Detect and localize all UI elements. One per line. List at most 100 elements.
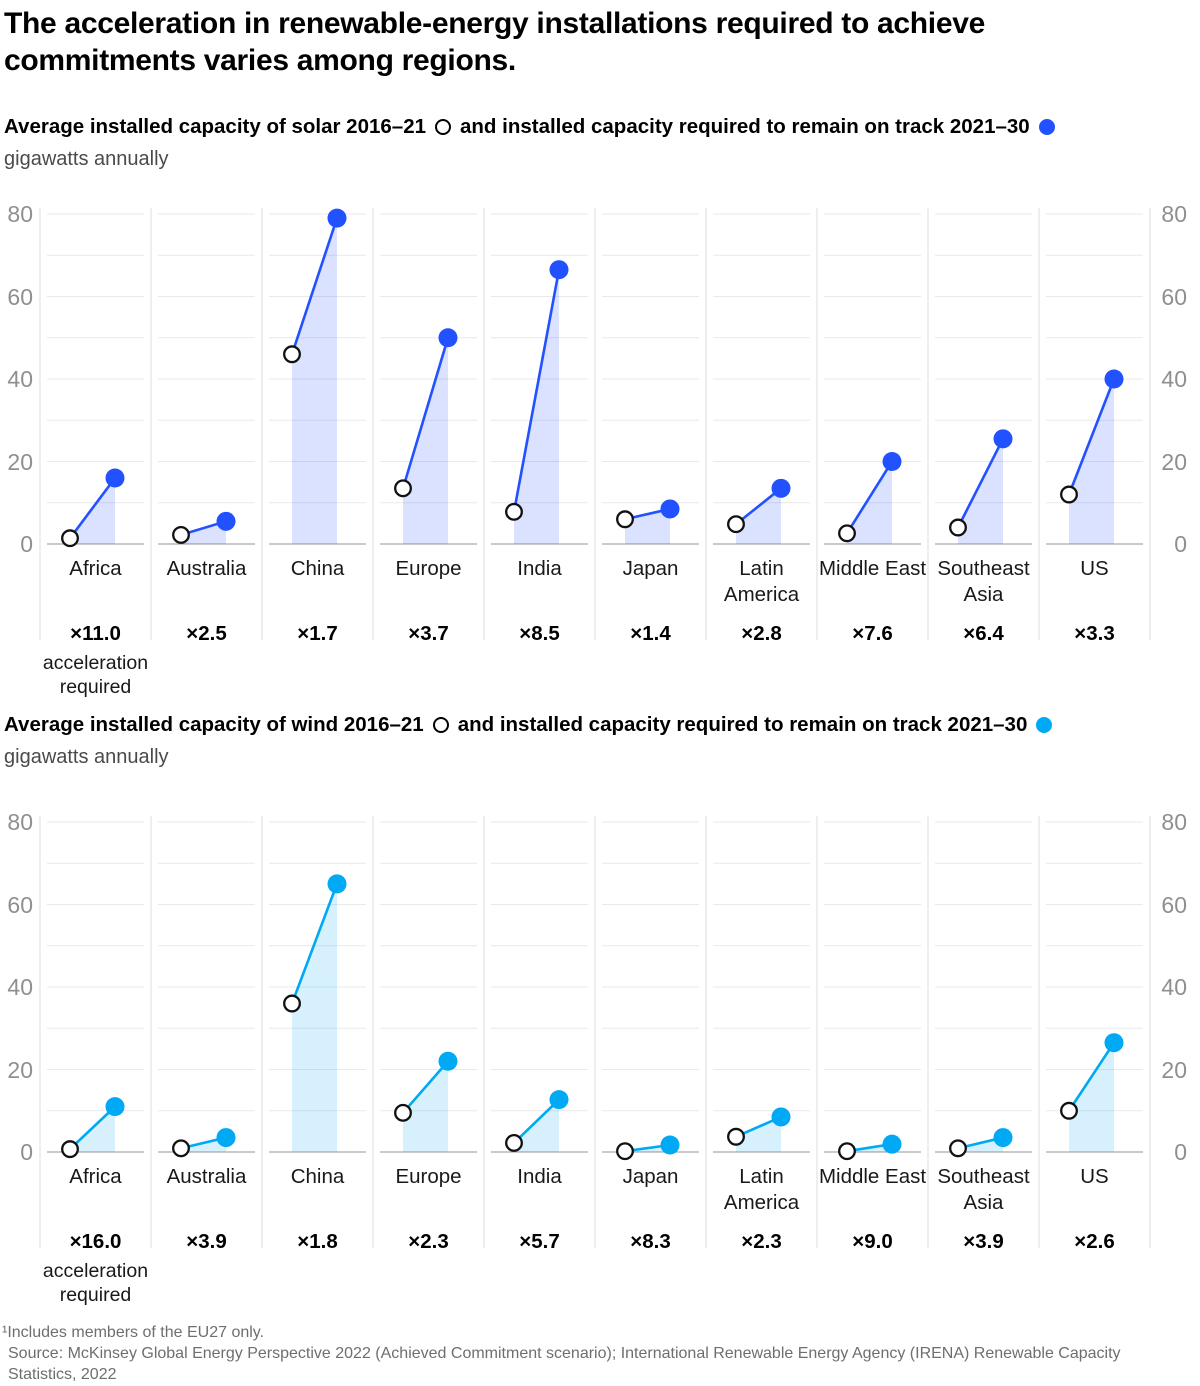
wind-area-china [292, 884, 337, 1153]
solar-area-india [514, 269, 559, 545]
acceleration-cell: ×3.3 [1039, 621, 1150, 699]
acceleration-cell: ×8.3 [595, 1229, 706, 1307]
solar-area-us [1069, 379, 1114, 545]
wind-average-dot-middle-east [838, 1142, 856, 1161]
region-label-china: China [290, 1165, 345, 1189]
wind-connector-africa [69, 1105, 116, 1151]
acceleration-value: ×8.3 [630, 1230, 671, 1254]
acceleration-cell: ×1.7 [262, 621, 373, 699]
solar-area-china [292, 218, 337, 545]
acceleration-cell: ×8.5 [484, 621, 595, 699]
acceleration-value: ×1.8 [297, 1230, 338, 1254]
solar-plot-svg [39, 208, 1151, 641]
region-label-australia: Australia [166, 557, 247, 581]
wind-required-dot-us [1104, 1033, 1124, 1053]
region-label-africa: Africa [69, 557, 122, 581]
y-axis-tick-label: 60 [1161, 891, 1187, 918]
chart-legend: Average installed capacity of solar 2016… [4, 113, 1200, 140]
unit-label: gigawatts annually [4, 746, 169, 769]
solar-connector-us [1067, 378, 1116, 496]
wind-average-dot-australia [172, 1139, 190, 1158]
solar-required-dot-australia [216, 512, 236, 531]
acceleration-value: ×3.9 [186, 1230, 227, 1254]
region-label-india: India [517, 557, 562, 581]
acceleration-value: ×7.6 [852, 622, 893, 646]
solar-required-dot-southeast-asia [993, 429, 1013, 449]
acceleration-value: ×2.6 [1074, 1230, 1115, 1254]
y-axis-tick-label: 0 [1174, 531, 1187, 558]
y-axis-tick-label: 60 [7, 891, 33, 918]
wind-required-dot-china [327, 874, 347, 894]
region-labels-row: Africa Australia China Europe India Japan Lati… [40, 1164, 1150, 1216]
acceleration-row: ×11.0 acceleration required ×2.5 ×1.7 ×3.7 ×8… [40, 621, 1150, 699]
region-label-china: China [290, 557, 345, 581]
solar-required-dot-japan [660, 499, 680, 519]
y-axis-tick-label: 0 [20, 1139, 33, 1166]
acceleration-value: ×6.4 [963, 622, 1004, 646]
y-axis-tick-label: 40 [7, 366, 33, 393]
legend-average-label: Average installed capacity of solar 2016… [4, 115, 426, 139]
y-axis-tick-label: 40 [1161, 974, 1187, 1001]
solar-connector-china [290, 217, 339, 355]
plot-area: 0 20 40 60 80 0 20 40 60 80 Africa Australia China… [0, 809, 1200, 1314]
solar-area-europe [403, 337, 448, 545]
wind-required-dot-latin-america [771, 1107, 791, 1127]
wind-chart: Average installed capacity of wind 2016–… [0, 711, 1200, 1314]
chart-legend: Average installed capacity of wind 2016–… [4, 711, 1200, 738]
acceleration-row: ×16.0 acceleration required ×3.9 ×1.8 ×2.3 ×5… [40, 1229, 1150, 1307]
acceleration-cell: ×5.7 [484, 1229, 595, 1307]
y-axis-tick-label: 80 [1161, 809, 1187, 836]
region-label-japan: Japan [622, 1165, 679, 1189]
acceleration-value: ×3.7 [408, 622, 449, 646]
acceleration-value: ×5.7 [519, 1230, 560, 1254]
solar-average-dot-australia [172, 526, 190, 545]
solar-connector-india [512, 269, 561, 513]
y-axis-tick-label: 0 [1174, 1139, 1187, 1166]
filled-circle-marker-icon [1036, 716, 1053, 733]
solar-connector-middle-east [845, 460, 894, 535]
acceleration-cell: ×16.0 acceleration required [40, 1229, 151, 1307]
y-axis-left: 0 20 40 60 80 [0, 201, 33, 557]
solar-chart: Average installed capacity of solar 2016… [0, 113, 1200, 706]
solar-required-dot-europe [438, 328, 458, 348]
solar-area-latin-america [736, 488, 781, 545]
region-label-latin-america: Latin America [723, 1165, 800, 1215]
solar-average-dot-china [283, 345, 301, 364]
solar-average-dot-middle-east [838, 524, 856, 543]
y-axis-right: 0 20 40 60 80 [1160, 809, 1187, 1165]
y-axis-tick-label: 40 [1161, 366, 1187, 393]
wind-connector-europe [402, 1060, 449, 1114]
wind-required-dot-africa [105, 1097, 125, 1117]
acceleration-cell: ×3.9 [151, 1229, 262, 1307]
acceleration-cell: ×2.3 [706, 1229, 817, 1307]
acceleration-cell: ×2.8 [706, 621, 817, 699]
y-axis-tick-label: 20 [1161, 1056, 1187, 1083]
y-axis-tick-label: 60 [1161, 283, 1187, 310]
open-circle-marker-icon [435, 118, 451, 135]
acceleration-cell: ×9.0 [817, 1229, 928, 1307]
solar-connector-latin-america [735, 487, 782, 526]
solar-required-dot-middle-east [882, 452, 902, 472]
footnote: ¹Includes members of the EU27 only. [2, 1324, 265, 1342]
wind-plot-svg [39, 816, 1151, 1249]
acceleration-value: ×1.4 [630, 622, 671, 646]
wind-required-dot-europe [438, 1051, 458, 1071]
wind-required-dot-india [549, 1090, 569, 1110]
region-label-us: US [1080, 1165, 1109, 1189]
footer: ¹Includes members of the EU27 only. Sour… [2, 1322, 1200, 1385]
region-label-india: India [517, 1165, 562, 1189]
solar-connector-africa [68, 477, 117, 540]
y-axis-tick-label: 80 [1161, 201, 1187, 228]
y-axis-tick-label: 20 [7, 1056, 33, 1083]
solar-required-dot-africa [105, 468, 125, 488]
wind-area-europe [403, 1061, 448, 1153]
wind-average-dot-china [283, 994, 301, 1013]
solar-average-dot-japan [616, 510, 634, 529]
region-label-middle-east: Middle East [818, 1165, 927, 1189]
wind-connector-us [1067, 1042, 1116, 1112]
legend-required-label: and installed capacity required to remai… [457, 713, 1028, 737]
acceleration-value: ×2.5 [186, 622, 227, 646]
wind-average-dot-india [505, 1134, 523, 1153]
acceleration-value: ×16.0 [69, 1230, 122, 1254]
solar-required-dot-us [1104, 369, 1124, 389]
